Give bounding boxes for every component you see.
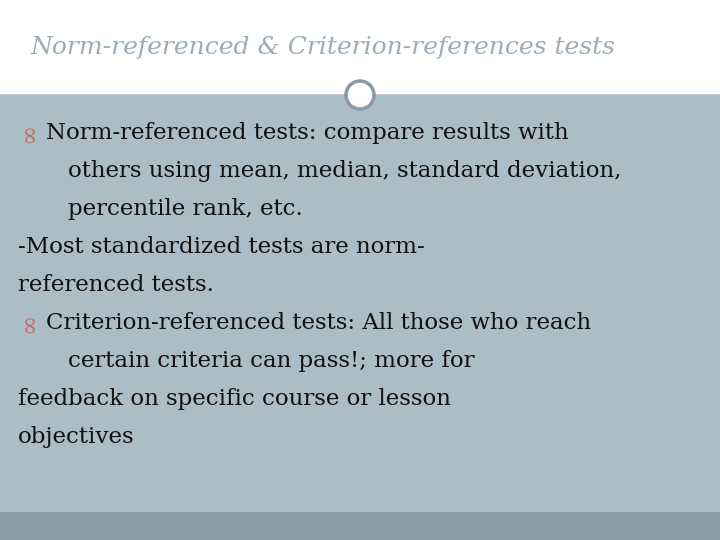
FancyBboxPatch shape xyxy=(0,0,720,95)
Text: objectives: objectives xyxy=(18,426,135,448)
FancyBboxPatch shape xyxy=(0,95,720,512)
Text: Norm-referenced & Criterion-references tests: Norm-referenced & Criterion-references t… xyxy=(30,36,615,59)
Text: certain criteria can pass!; more for: certain criteria can pass!; more for xyxy=(68,350,474,372)
Text: feedback on specific course or lesson: feedback on specific course or lesson xyxy=(18,388,451,410)
Text: Criterion-referenced tests: All those who reach: Criterion-referenced tests: All those wh… xyxy=(46,312,591,334)
Text: Norm-referenced tests: compare results with: Norm-referenced tests: compare results w… xyxy=(46,122,569,144)
Text: percentile rank, etc.: percentile rank, etc. xyxy=(68,198,302,220)
Text: ∞: ∞ xyxy=(18,123,41,143)
Text: ∞: ∞ xyxy=(18,313,41,333)
Text: referenced tests.: referenced tests. xyxy=(18,274,214,296)
FancyBboxPatch shape xyxy=(0,512,720,540)
Text: others using mean, median, standard deviation,: others using mean, median, standard devi… xyxy=(68,160,621,182)
Text: -Most standardized tests are norm-: -Most standardized tests are norm- xyxy=(18,236,425,258)
Circle shape xyxy=(346,81,374,109)
